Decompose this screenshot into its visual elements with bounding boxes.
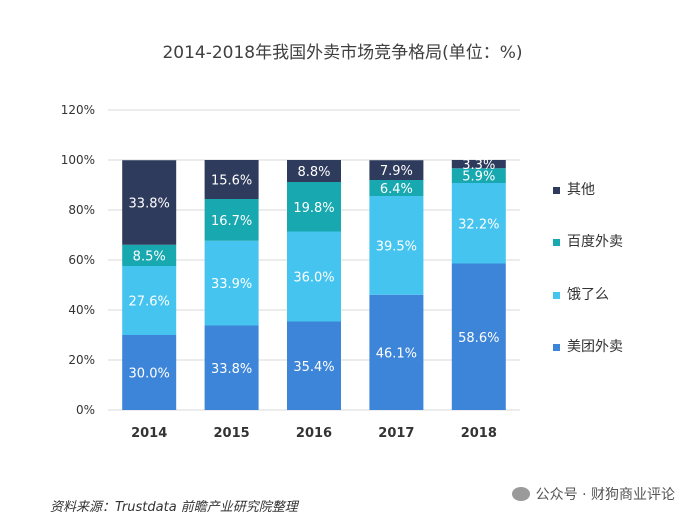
x-tick-label: 2017 <box>378 426 414 441</box>
data-label: 27.6% <box>129 295 170 310</box>
x-axis-ticks: 2014 2015 2016 2017 2018 <box>131 426 497 441</box>
legend-label: 百度外卖 <box>567 234 623 250</box>
y-tick-label: 100% <box>61 153 95 167</box>
y-axis-ticks: 0% 20% 40% 60% 80% 100% 120% <box>61 103 95 417</box>
y-tick-label: 20% <box>68 353 95 367</box>
x-tick-label: 2015 <box>214 426 250 441</box>
bar-segment <box>204 199 259 241</box>
y-tick-label: 120% <box>61 103 95 117</box>
y-tick-label: 80% <box>68 203 95 217</box>
legend-label: 其他 <box>567 182 595 198</box>
source-note: 资料来源：Trustdata 前瞻产业研究院整理 <box>50 500 298 515</box>
data-label: 36.0% <box>293 271 334 286</box>
x-tick-label: 2016 <box>296 426 332 441</box>
bar-segment <box>369 160 424 180</box>
wechat-icon <box>511 487 530 501</box>
data-label: 6.4% <box>380 182 413 197</box>
bar-segment <box>369 196 424 295</box>
data-label: 30.0% <box>129 367 170 382</box>
chart-title: 2014-2018年我国外卖市场竞争格局(单位：%) <box>162 43 523 63</box>
data-label: 33.8% <box>129 197 170 212</box>
y-tick-label: 60% <box>68 253 95 267</box>
watermark-text: 公众号 · 财狗商业评论 <box>535 487 675 503</box>
data-label: 8.8% <box>297 165 330 180</box>
watermark: 公众号 · 财狗商业评论 <box>511 484 675 504</box>
data-label: 3.3% <box>462 158 495 173</box>
bar-segment <box>287 231 341 322</box>
bar-segment <box>122 266 177 335</box>
bar-segment <box>369 294 424 410</box>
x-tick-label: 2018 <box>461 426 497 441</box>
bars: 30.0% 27.6% 8.5% 33.8% 33.8% 33.9% 16.7% 15.6% 3… <box>122 158 506 410</box>
data-label: 39.5% <box>376 239 417 254</box>
bar-segment <box>451 168 506 183</box>
data-label: 35.4% <box>293 360 334 375</box>
y-tick-label: 40% <box>68 303 95 317</box>
bar-segment <box>287 321 341 410</box>
bar-segment <box>451 160 506 169</box>
data-label: 33.8% <box>211 362 252 377</box>
bar-segment <box>122 335 177 410</box>
bar-segment <box>287 182 341 232</box>
data-label: 46.1% <box>376 346 417 361</box>
data-label: 19.8% <box>293 201 334 216</box>
data-label: 32.2% <box>458 217 499 232</box>
bar-segment <box>204 240 259 326</box>
bar-segment <box>451 263 506 410</box>
bar-segment <box>204 160 259 199</box>
legend-marker <box>553 187 560 194</box>
bar-segment <box>369 180 424 196</box>
bar-segment <box>122 160 177 245</box>
data-label: 8.5% <box>133 249 166 264</box>
bar-segment <box>204 325 259 410</box>
legend-marker <box>553 239 560 246</box>
legend-marker <box>553 344 560 351</box>
data-label: 16.7% <box>211 214 252 229</box>
bar-segment <box>122 244 177 266</box>
data-label: 33.9% <box>211 277 252 292</box>
bar-segment <box>451 183 506 264</box>
y-tick-label: 0% <box>76 403 95 417</box>
data-label: 7.9% <box>380 164 413 179</box>
data-label: 5.9% <box>462 170 495 185</box>
data-label: 15.6% <box>211 174 252 189</box>
bar-segment <box>287 160 341 182</box>
legend-label: 美团外卖 <box>567 339 623 355</box>
legend-marker <box>553 292 560 299</box>
legend-label: 饿了么 <box>567 287 609 303</box>
data-label: 58.6% <box>458 331 499 346</box>
x-tick-label: 2014 <box>131 426 167 441</box>
